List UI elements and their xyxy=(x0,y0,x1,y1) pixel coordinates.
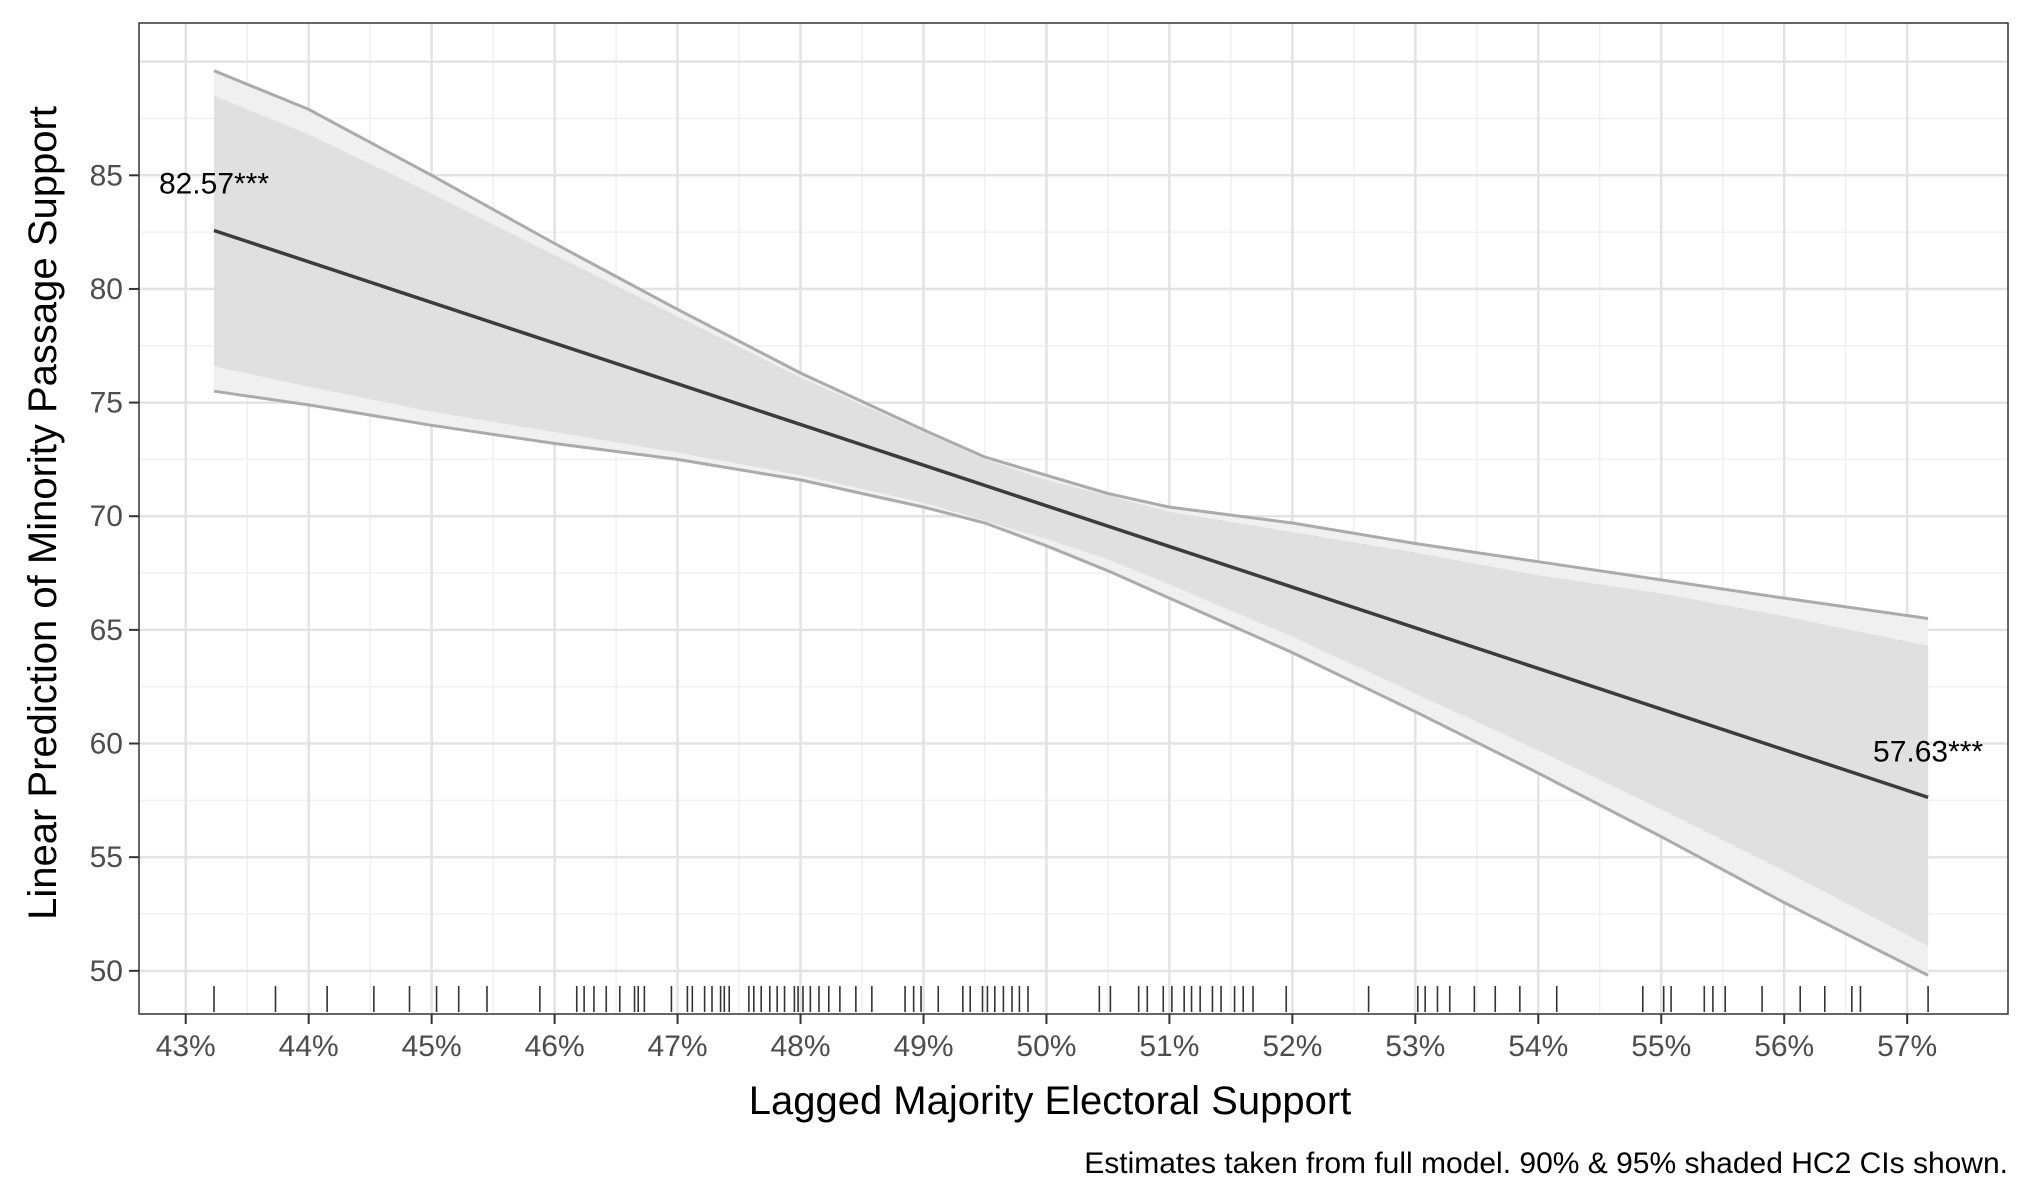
y-tick-label: 75 xyxy=(90,387,123,420)
y-tick-label: 85 xyxy=(90,159,123,192)
rug-marks xyxy=(213,986,1929,1012)
x-tick-label: 46% xyxy=(525,1030,585,1063)
y-tick-label: 50 xyxy=(90,955,123,988)
confidence-bands xyxy=(214,70,1929,976)
x-tick-label: 55% xyxy=(1631,1030,1691,1063)
value-annotation: 82.57*** xyxy=(159,167,269,200)
x-tick-label: 48% xyxy=(771,1030,831,1063)
x-tick-label: 49% xyxy=(893,1030,953,1063)
x-tick-label: 44% xyxy=(279,1030,339,1063)
estimate-lines xyxy=(213,69,1929,977)
ci90-band xyxy=(214,95,1929,946)
x-tick-label: 51% xyxy=(1139,1030,1199,1063)
x-tick-label: 50% xyxy=(1016,1030,1076,1063)
x-tick-label: 54% xyxy=(1508,1030,1568,1063)
y-tick-label: 55 xyxy=(90,841,123,874)
y-axis-ticks: 50 55 60 65 70 75 80 85 xyxy=(90,159,139,988)
estimate-line xyxy=(213,228,1929,800)
x-axis-ticks: 43% 44% 45% 46% 47% 48% 49% 50% 51% 52% 53% 54% 55% 5… xyxy=(156,1014,1937,1063)
ci95-lower-line xyxy=(213,389,1929,977)
chart-caption: Estimates taken from full model. 90% & 9… xyxy=(1084,1147,2008,1180)
x-tick-label: 57% xyxy=(1877,1030,1937,1063)
y-axis-title: Linear Prediction of Minority Passage Su… xyxy=(21,106,65,920)
value-annotation: 57.63*** xyxy=(1873,736,1983,769)
annotations: 82.57*** 57.63*** xyxy=(159,167,1983,768)
y-tick-label: 60 xyxy=(90,728,123,761)
y-tick-label: 70 xyxy=(90,500,123,533)
x-tick-label: 47% xyxy=(648,1030,708,1063)
x-tick-label: 45% xyxy=(402,1030,462,1063)
x-tick-label: 52% xyxy=(1262,1030,1322,1063)
ci95-upper-line xyxy=(213,69,1929,620)
panel-border xyxy=(138,22,2009,1015)
x-tick-label: 43% xyxy=(156,1030,216,1063)
y-tick-label: 80 xyxy=(90,273,123,306)
y-tick-label: 65 xyxy=(90,614,123,647)
grid-minor xyxy=(139,23,2008,1014)
x-tick-label: 53% xyxy=(1385,1030,1445,1063)
x-axis-title: Lagged Majority Electoral Support xyxy=(749,1079,1352,1123)
x-tick-label: 56% xyxy=(1754,1030,1814,1063)
